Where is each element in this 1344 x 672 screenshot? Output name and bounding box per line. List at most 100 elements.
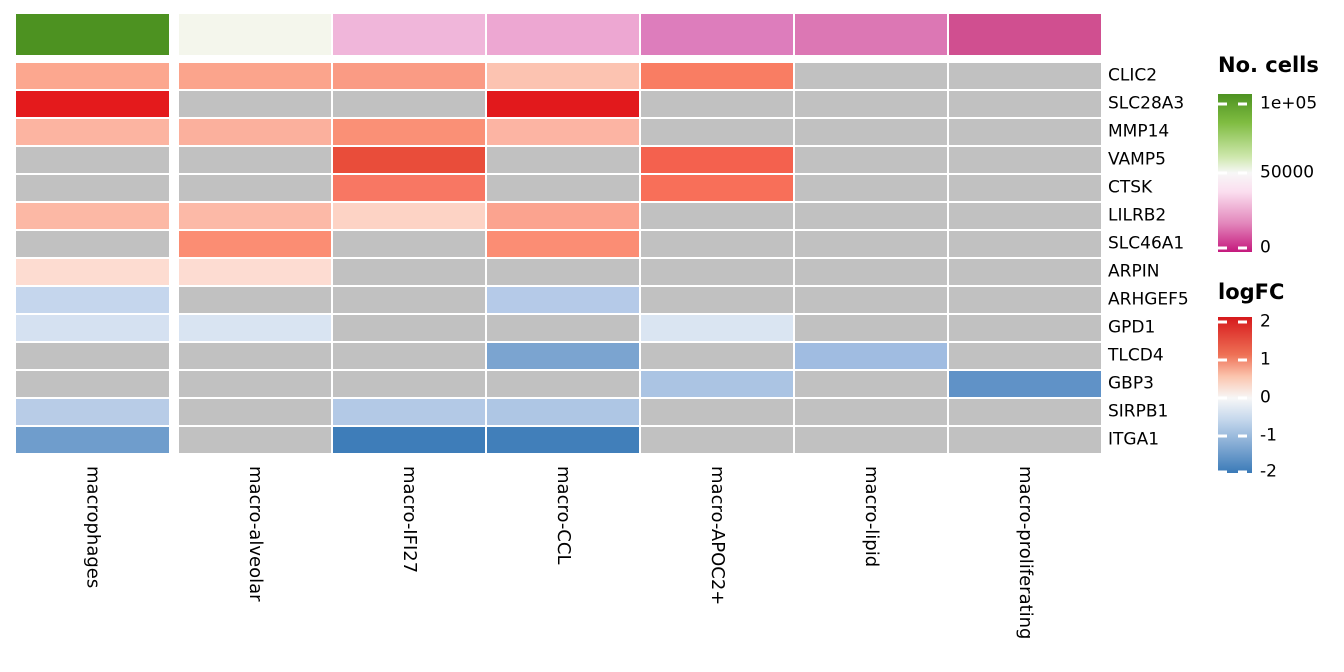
heatmap-cell <box>949 399 1101 425</box>
column-label: macro-CCL <box>553 466 574 565</box>
heatmap-cell <box>949 63 1101 89</box>
heatmap-cell <box>16 231 169 257</box>
heatmap-row <box>16 427 1101 453</box>
heatmap-cell <box>641 399 793 425</box>
heatmap-cell <box>333 147 485 173</box>
heatmap-cell <box>641 427 793 453</box>
heatmap-cell <box>487 259 639 285</box>
heatmap-cell <box>16 287 169 313</box>
heatmap-cell <box>641 343 793 369</box>
heatmap-cell <box>641 119 793 145</box>
row-label: CLIC2 <box>1108 65 1158 86</box>
legend-tick-mark <box>1218 470 1227 474</box>
heatmap-cell <box>487 63 639 89</box>
heatmap-cell <box>333 203 485 229</box>
heatmap-cell <box>949 287 1101 313</box>
heatmap-row <box>16 371 1101 397</box>
heatmap-cell <box>487 343 639 369</box>
heatmap-cell <box>16 259 169 285</box>
annotation-cell <box>487 14 639 55</box>
legend-tick-mark <box>1218 396 1227 400</box>
legend-tick-mark <box>1238 171 1247 175</box>
legend-tick-mark <box>1238 102 1247 106</box>
heatmap-cell <box>641 203 793 229</box>
heatmap-row <box>16 91 1101 117</box>
heatmap-cell <box>16 91 169 117</box>
column-label: macrophages <box>82 466 104 589</box>
legend-tick-label: 1 <box>1260 349 1271 370</box>
heatmap-row <box>16 175 1101 201</box>
heatmap-cell <box>179 231 331 257</box>
annotation-bar <box>16 14 1101 55</box>
legend-tick-label: 0 <box>1260 387 1271 408</box>
row-label: SIRPB1 <box>1108 401 1169 422</box>
row-label: LILRB2 <box>1108 205 1167 226</box>
heatmap-cell <box>795 315 947 341</box>
heatmap-row <box>16 63 1101 89</box>
heatmap-cell <box>179 175 331 201</box>
heatmap-cell <box>333 63 485 89</box>
row-label: TLCD4 <box>1108 345 1164 366</box>
heatmap-cell <box>16 427 169 453</box>
heatmap-cell <box>949 259 1101 285</box>
heatmap-cell <box>333 427 485 453</box>
legend-logfc-colorbar <box>1218 317 1252 474</box>
heatmap-cell <box>487 399 639 425</box>
heatmap-cell <box>487 119 639 145</box>
heatmap-cell <box>333 119 485 145</box>
heatmap-cell <box>179 259 331 285</box>
row-label: SLC46A1 <box>1108 233 1185 254</box>
heatmap-cell <box>333 399 485 425</box>
legend-tick-mark <box>1238 246 1247 250</box>
legend-tick-label: -2 <box>1260 461 1277 482</box>
annotation-cell <box>641 14 793 55</box>
heatmap-cell <box>641 231 793 257</box>
legend-tick-label: 0 <box>1260 237 1271 258</box>
heatmap-cell <box>795 91 947 117</box>
heatmap-cell <box>333 259 485 285</box>
heatmap-cell <box>487 231 639 257</box>
heatmap-cell <box>641 91 793 117</box>
annotation-cell <box>949 14 1101 55</box>
legend-tick-label: 50000 <box>1260 162 1315 183</box>
heatmap-cell <box>795 147 947 173</box>
legend-tick-mark <box>1238 434 1247 438</box>
heatmap-cell <box>333 371 485 397</box>
heatmap-cell <box>949 175 1101 201</box>
row-label: ITGA1 <box>1108 429 1160 450</box>
heatmap-cell <box>179 399 331 425</box>
heatmap-cell <box>333 315 485 341</box>
heatmap-cell <box>795 203 947 229</box>
heatmap-cell <box>487 427 639 453</box>
heatmap-cell <box>795 259 947 285</box>
legend-tick-mark <box>1218 434 1227 438</box>
annotation-cell <box>333 14 485 55</box>
annotation-cell <box>16 14 169 55</box>
heatmap-cell <box>795 231 947 257</box>
heatmap-cell <box>949 315 1101 341</box>
heatmap-cell <box>487 147 639 173</box>
heatmap-cell <box>333 287 485 313</box>
heatmap-cell <box>487 175 639 201</box>
heatmap-cell <box>641 315 793 341</box>
heatmap-cell <box>16 371 169 397</box>
heatmap-cell <box>487 203 639 229</box>
heatmap-row <box>16 119 1101 145</box>
heatmap-cell <box>16 147 169 173</box>
column-label: macro-IFI27 <box>399 466 420 574</box>
heatmap-cell <box>949 371 1101 397</box>
row-label: GPD1 <box>1108 317 1156 338</box>
heatmap-cell <box>179 147 331 173</box>
annotation-cell <box>179 14 331 55</box>
heatmap-cell <box>949 427 1101 453</box>
heatmap-cell <box>16 399 169 425</box>
heatmap-cell <box>16 315 169 341</box>
heatmap-row <box>16 259 1101 285</box>
row-label: GBP3 <box>1108 373 1154 394</box>
legend-tick-mark <box>1218 320 1227 324</box>
heatmap-cell <box>641 259 793 285</box>
heatmap-cell <box>179 371 331 397</box>
heatmap-cell <box>179 315 331 341</box>
legend-no-cells-colorbar <box>1218 94 1252 252</box>
heatmap-cell <box>16 175 169 201</box>
